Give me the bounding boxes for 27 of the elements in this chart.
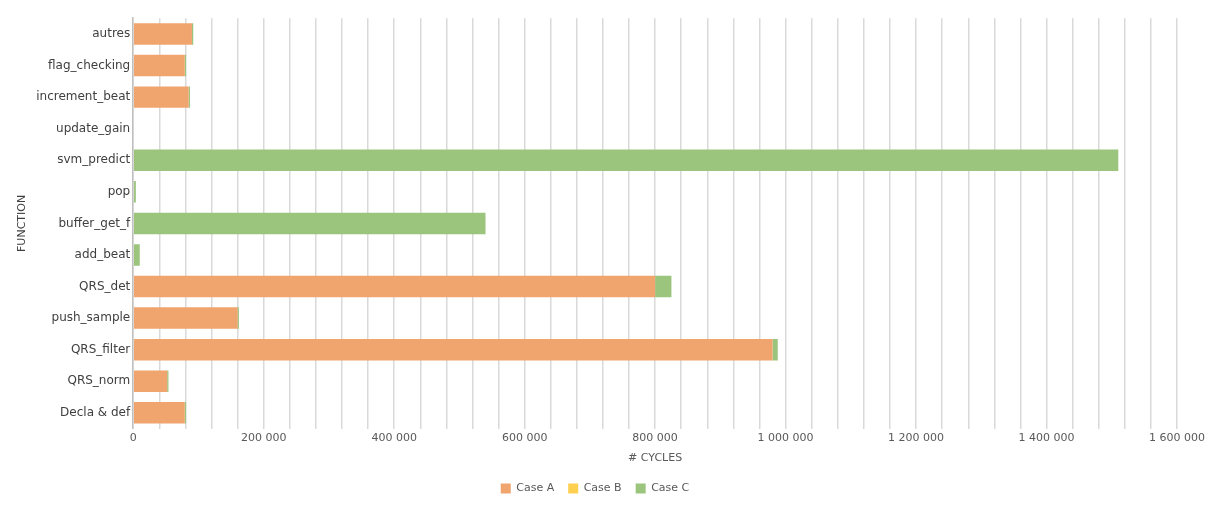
x-tick-label: 800 000 (632, 431, 678, 445)
y-tick-label: push_sample (51, 310, 131, 325)
y-tick-label: flag_checking (48, 57, 131, 72)
y-tick-label: QRS_filter (70, 341, 131, 356)
x-tick-label: 1 000 000 (757, 431, 814, 445)
legend-label: Case B (583, 481, 622, 495)
y-tick-label: autres (92, 26, 131, 41)
y-axis-title: FUNCTION (15, 194, 29, 252)
y-tick-label: increment_beat (36, 89, 131, 104)
x-tick-label: 600 000 (501, 431, 548, 445)
y-tick-label: add_beat (74, 247, 131, 262)
y-tick-label: Decla & def (60, 404, 131, 419)
y-tick-label: buffer_get_f (58, 215, 131, 230)
legend-label: Case C (651, 481, 690, 495)
y-tick-label: QRS_norm (67, 373, 131, 388)
x-tick-label: 0 (129, 431, 137, 445)
y-tick-label: update_gain (56, 120, 131, 135)
x-tick-label: 1 200 000 (888, 431, 945, 445)
x-tick-label: 400 000 (371, 431, 417, 445)
x-tick-label: 200 000 (240, 431, 287, 445)
y-tick-label: pop (107, 183, 131, 198)
legend-label: Case A (516, 481, 555, 495)
x-tick-label: 1 400 000 (1018, 431, 1075, 445)
x-tick-label: 1 600 000 (1149, 431, 1205, 445)
y-tick-label: svm_predict (57, 152, 131, 167)
x-axis-title: # CYCLES (628, 451, 683, 465)
y-tick-label: QRS_det (79, 278, 131, 293)
